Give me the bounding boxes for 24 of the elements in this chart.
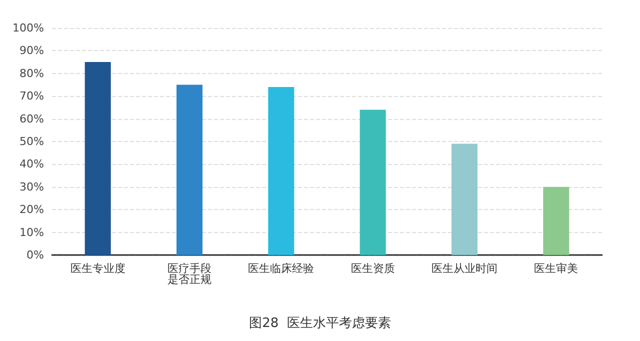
x-tick-label: 医疗手段是否正规 [168, 262, 212, 286]
x-tick-label: 医生审美 [534, 262, 578, 275]
bar [176, 84, 202, 255]
y-tick-label: 0% [26, 248, 44, 262]
y-tick-label: 70% [20, 90, 44, 103]
y-tick-label: 50% [20, 135, 44, 148]
text: 图28 医生水平考虑要素 [249, 316, 391, 331]
y-tick-label: 100% [12, 22, 44, 34]
bar [268, 87, 294, 255]
y-tick-label: 10% [20, 226, 44, 239]
bar [543, 186, 570, 255]
y-tick-label: 90% [20, 44, 44, 58]
bar [360, 110, 386, 255]
y-tick-label: 30% [20, 180, 44, 194]
y-tick-label: 80% [20, 66, 44, 80]
y-tick-label: 60% [20, 112, 44, 126]
x-tick-label: 医生资质 [350, 262, 395, 275]
x-tick-label: 医生专业度 [70, 262, 126, 275]
x-tick-label: 医生从业时间 [432, 262, 498, 275]
x-tick-label: 医生临床经验 [248, 262, 314, 275]
bar [84, 62, 111, 255]
y-tick-label: 40% [20, 158, 44, 171]
y-tick-label: 20% [20, 203, 44, 216]
bar [452, 144, 478, 255]
